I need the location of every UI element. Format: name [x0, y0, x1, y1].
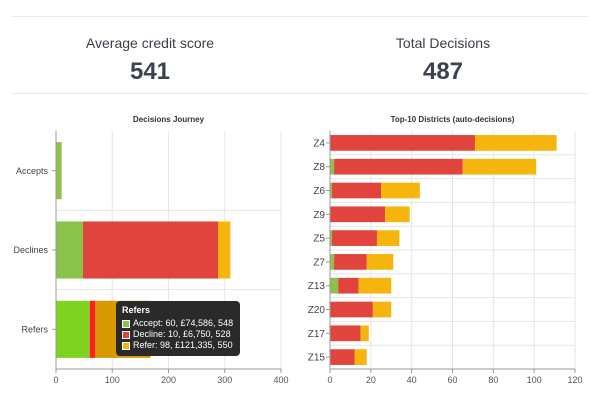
tooltip-line: Accept: 60, £74,586, 548 [133, 318, 234, 328]
category-label: Z5 [313, 234, 325, 245]
bar-decline-z9 [330, 206, 386, 223]
x-tick-label: 60 [447, 375, 457, 385]
bar-decline-declines [83, 221, 218, 279]
kpi-label: Average credit score [85, 35, 215, 51]
bar-refer-z6 [381, 182, 420, 199]
x-tick-label: 120 [567, 375, 582, 385]
bar-accept-z6 [330, 182, 333, 199]
x-tick-label: 200 [161, 375, 176, 385]
bar-decline-z6 [332, 182, 382, 199]
x-tick-label: 20 [366, 375, 376, 385]
kpi-value: 541 [129, 58, 171, 85]
tooltip-row-accept: Accept: 60, £74,586, 548 [122, 318, 233, 329]
bar-refer-declines [218, 221, 231, 279]
bar-refer-z8 [462, 158, 537, 175]
tooltip-row-decline: Decline: 10, £6,750, 528 [122, 329, 233, 340]
tooltip-line: Decline: 10, £6,750, 528 [133, 329, 231, 339]
bar-accept-accepts [56, 142, 62, 200]
category-label: Z7 [313, 257, 325, 268]
bar-decline-refers [89, 300, 96, 358]
x-tick-label: 40 [407, 375, 417, 385]
kpi-total-decisions: Total Decisions 487 [323, 35, 563, 86]
x-tick-label: 100 [527, 375, 542, 385]
x-tick-label: 100 [105, 375, 120, 385]
bar-accept-z8 [330, 158, 335, 175]
bar-accept-z13 [330, 277, 339, 294]
top-districts-chart: Top-10 Districts (auto-decisions) 0 20 40 60… [308, 115, 583, 385]
category-label: Z17 [308, 329, 326, 340]
bar-refer-z20 [372, 301, 392, 318]
bar-decline-z4 [330, 135, 475, 151]
x-tick-label: 400 [273, 375, 288, 385]
category-label: Z15 [308, 353, 326, 364]
accept-swatch [122, 319, 130, 328]
bar-decline-z20 [330, 301, 373, 318]
bar-refer-z7 [366, 254, 394, 270]
kpi-value: 487 [422, 58, 464, 85]
kpi-divider [12, 93, 588, 94]
tooltip-row-refer: Refer: 98, £121,335, 550 [122, 340, 233, 351]
bar-decline-z15 [330, 349, 355, 365]
kpi-average-credit-score: Average credit score 541 [30, 35, 270, 86]
chart-title: Decisions Journey [133, 115, 205, 124]
refer-swatch [122, 341, 130, 350]
top-divider [12, 16, 588, 17]
x-tick-label: 300 [217, 375, 232, 385]
category-label: Z13 [308, 281, 326, 292]
bar-decline-z7 [334, 254, 367, 270]
bar-refer-z4 [474, 135, 557, 151]
bar-accept-refers [56, 300, 90, 358]
category-label: Accepts [16, 166, 49, 176]
x-tick-label: 0 [53, 375, 58, 385]
bar-accept-z7 [330, 254, 335, 270]
refers-tooltip: Refers Accept: 60, £74,586, 548 Decline:… [116, 301, 241, 356]
decline-swatch [122, 330, 130, 339]
x-tick-label: 0 [327, 375, 332, 385]
bar-decline-z13 [338, 277, 359, 294]
bar-accept-declines [56, 221, 83, 279]
tooltip-title: Refers [122, 305, 151, 315]
bar-decline-z8 [334, 158, 463, 175]
bar-refer-z5 [376, 230, 400, 246]
category-label: Z6 [313, 186, 325, 197]
bar-decline-z5 [332, 230, 377, 246]
category-label: Z9 [313, 210, 325, 221]
chart-title: Top-10 Districts (auto-decisions) [391, 115, 515, 124]
bar-refer-z13 [358, 277, 392, 294]
tooltip-line: Refer: 98, £121,335, 550 [133, 340, 233, 350]
category-label: Declines [13, 245, 48, 255]
bar-refer-z15 [354, 349, 367, 365]
category-label: Z8 [313, 162, 325, 173]
bar-decline-z17 [330, 325, 361, 342]
category-label: Refers [21, 324, 48, 334]
category-label: Z20 [308, 305, 326, 316]
kpi-label: Total Decisions [395, 35, 491, 51]
bar-refer-z17 [360, 325, 369, 342]
bar-refer-z9 [385, 206, 410, 223]
x-tick-label: 80 [488, 375, 498, 385]
category-label: Z4 [313, 138, 325, 149]
bar-accept-z5 [330, 230, 333, 246]
